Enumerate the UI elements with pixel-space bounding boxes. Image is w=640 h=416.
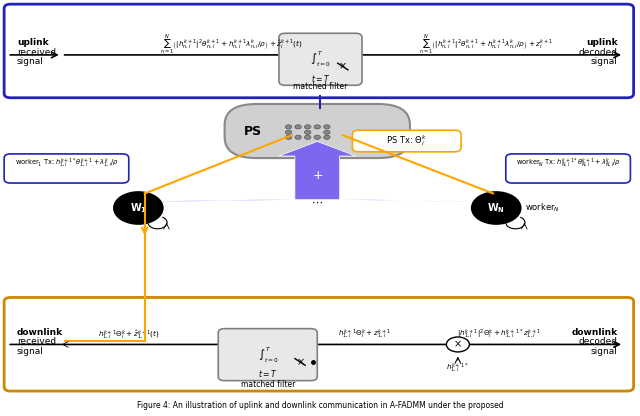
Circle shape	[314, 125, 321, 129]
Text: $h_{1,i}^{k+1*}$: $h_{1,i}^{k+1*}$	[447, 362, 469, 375]
Text: $\mathbf{W_1}$: $\mathbf{W_1}$	[130, 201, 147, 215]
Circle shape	[285, 130, 292, 134]
Text: signal: signal	[591, 347, 618, 356]
Text: decoded: decoded	[579, 337, 618, 347]
Text: $\cdots$: $\cdots$	[311, 197, 323, 207]
Circle shape	[295, 135, 301, 139]
Text: PS Tx: $\Theta_i^k$: PS Tx: $\Theta_i^k$	[387, 134, 427, 149]
FancyBboxPatch shape	[225, 104, 410, 158]
Text: $\times$: $\times$	[339, 62, 348, 72]
Text: $h_{1,i}^{k+1}\Theta_i^k+\hat{z}_{1,i}^{k+1}(t)$: $h_{1,i}^{k+1}\Theta_i^k+\hat{z}_{1,i}^{…	[98, 328, 159, 341]
Circle shape	[472, 192, 520, 224]
Text: $h_{1,i}^{k+1}\Theta_i^k+z_{1,i}^{k+1}$: $h_{1,i}^{k+1}\Theta_i^k+z_{1,i}^{k+1}$	[339, 328, 392, 341]
Text: $\times h_{1,i}^{k+1}$: $\times h_{1,i}^{k+1}$	[196, 168, 227, 194]
FancyBboxPatch shape	[4, 297, 634, 391]
Polygon shape	[125, 200, 295, 202]
Text: signal: signal	[591, 57, 618, 67]
FancyBboxPatch shape	[506, 154, 630, 183]
FancyBboxPatch shape	[353, 130, 461, 152]
Text: $+$: $+$	[312, 169, 323, 182]
Text: decoded: decoded	[579, 48, 618, 57]
Circle shape	[305, 130, 311, 134]
Text: downlink: downlink	[17, 328, 63, 337]
Text: signal: signal	[17, 347, 44, 356]
Circle shape	[285, 135, 292, 139]
Text: received: received	[17, 48, 56, 57]
Circle shape	[324, 135, 330, 139]
Polygon shape	[279, 141, 356, 200]
Text: $\mathbf{W_N}$: $\mathbf{W_N}$	[487, 201, 505, 215]
Text: $\sum_{n=1}^{N}\left(|h_{n,i}^{k+1}|^2\theta_{n,i}^{k+1}+h_{n,i}^{k+1}\lambda_{n: $\sum_{n=1}^{N}\left(|h_{n,i}^{k+1}|^2\t…	[159, 33, 303, 56]
Circle shape	[446, 337, 469, 352]
Circle shape	[305, 135, 311, 139]
Text: downlink: downlink	[572, 328, 618, 337]
Text: $t=T$: $t=T$	[259, 368, 278, 379]
FancyBboxPatch shape	[4, 154, 129, 183]
Text: matched filter: matched filter	[241, 380, 295, 389]
Circle shape	[295, 125, 301, 129]
Text: signal: signal	[17, 57, 44, 67]
Text: worker$_N$: worker$_N$	[525, 202, 560, 214]
Text: matched filter: matched filter	[293, 82, 348, 91]
Circle shape	[285, 125, 292, 129]
Circle shape	[314, 135, 321, 139]
Text: uplink: uplink	[586, 38, 618, 47]
Text: $t=T$: $t=T$	[311, 73, 330, 84]
Text: Figure 4: An illustration of uplink and downlink communication in A-FADMM under : Figure 4: An illustration of uplink and …	[137, 401, 504, 410]
Circle shape	[114, 192, 163, 224]
Polygon shape	[340, 200, 486, 202]
Text: uplink: uplink	[17, 38, 49, 47]
Circle shape	[305, 125, 311, 129]
Text: $\times$: $\times$	[296, 357, 305, 367]
FancyBboxPatch shape	[218, 329, 317, 381]
Text: $\sum_{n=1}^{N}\left(|h_{n,i}^{k+1}|^2\theta_{n,i}^{k+1}+h_{n,i}^{k+1}\lambda_{n: $\sum_{n=1}^{N}\left(|h_{n,i}^{k+1}|^2\t…	[419, 33, 554, 56]
FancyBboxPatch shape	[4, 4, 634, 98]
Text: worker$_1$ Tx: $h_{1,i}^{k+1*}\theta_{1,i}^{k+1}+\lambda_{1,i}^k/\rho$: worker$_1$ Tx: $h_{1,i}^{k+1*}\theta_{1,…	[15, 157, 119, 170]
Circle shape	[324, 130, 330, 134]
Text: $\int_{t=0}^{T}$: $\int_{t=0}^{T}$	[310, 49, 331, 69]
FancyBboxPatch shape	[279, 33, 362, 85]
Circle shape	[324, 125, 330, 129]
Text: received: received	[17, 337, 56, 347]
Text: $\times$: $\times$	[454, 339, 462, 349]
Text: $\int_{t=0}^{T}$: $\int_{t=0}^{T}$	[258, 345, 278, 365]
Text: worker$_N$ Tx: $h_{N,i}^{k+1*}\theta_{N,i}^{k+1}+\lambda_{N,i}^k/\rho$: worker$_N$ Tx: $h_{N,i}^{k+1*}\theta_{N,…	[516, 157, 621, 170]
Text: PS: PS	[244, 124, 262, 138]
Text: $|h_{1,i}^{k+1}|^2\Theta_i^k+h_{1,i}^{k+1*}z_{1,i}^{k+1}$: $|h_{1,i}^{k+1}|^2\Theta_i^k+h_{1,i}^{k+…	[458, 328, 541, 341]
Text: $\times h_{N,i}^{k+1}$: $\times h_{N,i}^{k+1}$	[411, 168, 441, 194]
